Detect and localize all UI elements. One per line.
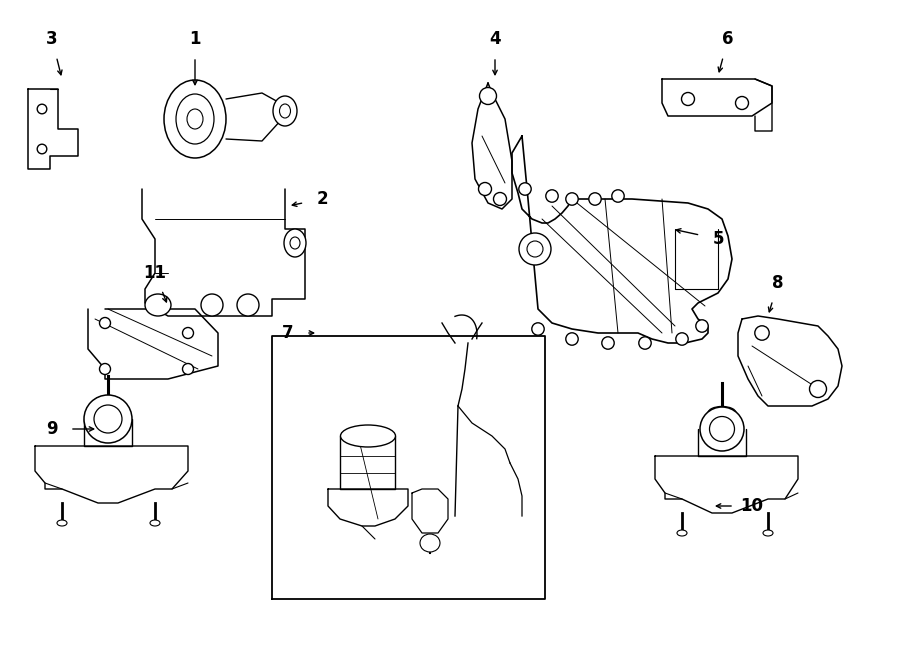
- Circle shape: [735, 97, 749, 110]
- Ellipse shape: [677, 530, 687, 536]
- Text: 1: 1: [189, 30, 201, 48]
- Circle shape: [100, 317, 111, 329]
- Circle shape: [183, 364, 194, 375]
- Polygon shape: [655, 456, 798, 513]
- Text: 3: 3: [46, 30, 58, 48]
- Polygon shape: [512, 136, 732, 343]
- Text: 4: 4: [490, 30, 500, 48]
- Circle shape: [589, 193, 601, 205]
- Ellipse shape: [290, 237, 300, 249]
- Circle shape: [480, 87, 497, 104]
- Circle shape: [479, 182, 491, 196]
- Ellipse shape: [237, 294, 259, 316]
- Text: 11: 11: [143, 264, 166, 282]
- Circle shape: [493, 192, 507, 206]
- Polygon shape: [88, 309, 218, 379]
- Circle shape: [183, 327, 194, 338]
- Ellipse shape: [273, 96, 297, 126]
- Ellipse shape: [94, 405, 122, 433]
- Polygon shape: [472, 83, 512, 209]
- Circle shape: [37, 144, 47, 154]
- Circle shape: [602, 337, 614, 349]
- Text: 8: 8: [772, 274, 784, 292]
- Ellipse shape: [176, 94, 214, 144]
- Polygon shape: [84, 419, 132, 446]
- Ellipse shape: [201, 294, 223, 316]
- Circle shape: [566, 332, 578, 345]
- Circle shape: [518, 183, 531, 195]
- Text: 7: 7: [283, 324, 293, 342]
- Ellipse shape: [420, 534, 440, 552]
- Polygon shape: [35, 446, 188, 503]
- Circle shape: [612, 190, 625, 202]
- Text: 10: 10: [741, 497, 763, 515]
- Ellipse shape: [709, 416, 734, 442]
- Ellipse shape: [93, 396, 123, 410]
- Polygon shape: [738, 316, 842, 406]
- Ellipse shape: [84, 395, 132, 443]
- Circle shape: [532, 323, 544, 335]
- Circle shape: [566, 193, 578, 205]
- Text: 9: 9: [46, 420, 58, 438]
- Ellipse shape: [280, 104, 291, 118]
- Ellipse shape: [519, 233, 551, 265]
- Text: 2: 2: [316, 190, 328, 208]
- Circle shape: [639, 337, 652, 349]
- Polygon shape: [142, 189, 305, 316]
- Ellipse shape: [527, 241, 543, 257]
- Text: 5: 5: [712, 230, 724, 248]
- Ellipse shape: [145, 294, 171, 316]
- Ellipse shape: [340, 425, 395, 447]
- Circle shape: [696, 320, 708, 332]
- Polygon shape: [226, 93, 282, 141]
- Circle shape: [100, 364, 111, 375]
- Circle shape: [809, 381, 826, 397]
- Ellipse shape: [284, 229, 306, 257]
- Ellipse shape: [187, 109, 203, 129]
- Circle shape: [676, 332, 688, 345]
- Polygon shape: [412, 489, 448, 533]
- Ellipse shape: [57, 520, 67, 526]
- Polygon shape: [662, 79, 772, 116]
- Polygon shape: [340, 436, 395, 489]
- Circle shape: [545, 190, 558, 202]
- Circle shape: [755, 326, 770, 340]
- Polygon shape: [698, 429, 746, 456]
- Circle shape: [37, 104, 47, 114]
- Ellipse shape: [164, 80, 226, 158]
- Ellipse shape: [150, 520, 160, 526]
- Circle shape: [681, 93, 695, 106]
- Text: 6: 6: [722, 30, 734, 48]
- Ellipse shape: [708, 407, 736, 420]
- Ellipse shape: [763, 530, 773, 536]
- Ellipse shape: [700, 407, 744, 451]
- Polygon shape: [28, 89, 78, 169]
- Polygon shape: [328, 489, 408, 526]
- Polygon shape: [675, 229, 718, 289]
- Polygon shape: [755, 79, 772, 131]
